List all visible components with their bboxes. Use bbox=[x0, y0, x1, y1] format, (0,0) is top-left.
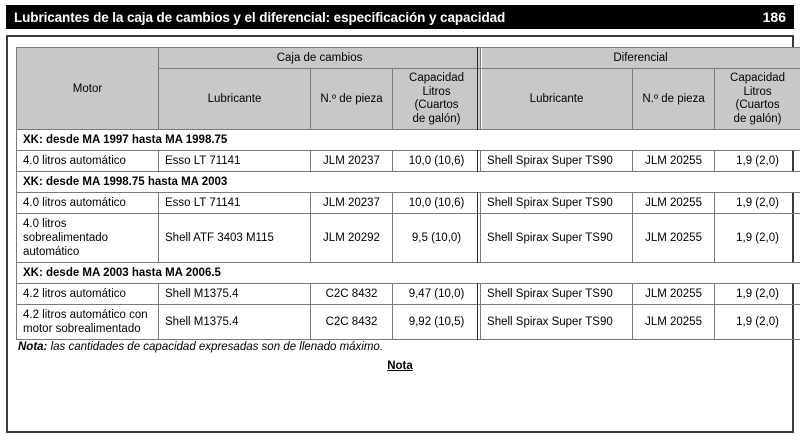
table-group-header-row: XK: desde MA 1998.75 hasta MA 2003 bbox=[15, 171, 800, 194]
table-group-header-row: XK: desde MA 1997 hasta MA 1998.75 bbox=[15, 129, 800, 152]
capacidad-line-2: Litros bbox=[743, 85, 772, 98]
note-centered: Nota bbox=[8, 360, 792, 372]
header-differential-lubricante: Lubricante bbox=[477, 68, 634, 132]
capacidad-line-2: Litros bbox=[422, 85, 451, 98]
header-gearbox-lubricante: Lubricante bbox=[158, 68, 311, 131]
group-label: XK: desde MA 1998.75 hasta MA 2003 bbox=[15, 171, 800, 194]
header-motor: Motor bbox=[16, 46, 159, 131]
cell-gearbox-pieza: JLM 20237 bbox=[310, 192, 393, 215]
cell-differential-lubricante: Shell Spirax Super TS90 bbox=[477, 213, 634, 264]
cell-differential-lubricante: Shell Spirax Super TS90 bbox=[477, 192, 634, 215]
table-body: XK: desde MA 1997 hasta MA 1998.75 4.0 li… bbox=[15, 129, 800, 341]
table-group-header-row: XK: desde MA 2003 hasta MA 2006.5 bbox=[15, 262, 800, 285]
cell-differential-pieza: JLM 20255 bbox=[632, 150, 716, 173]
spec-table-container: Motor Caja de cambios Diferencial Lubric… bbox=[15, 46, 800, 341]
header-gearbox-pieza: N.º de pieza bbox=[310, 68, 393, 131]
group-label: XK: desde MA 1997 hasta MA 1998.75 bbox=[15, 129, 800, 152]
page-title: Lubricantes de la caja de cambios y el d… bbox=[14, 9, 506, 25]
cell-gearbox-capacidad: 9,92 (10,5) bbox=[391, 304, 482, 341]
cell-gearbox-pieza: JLM 20292 bbox=[310, 213, 393, 264]
page-title-bar: Lubricantes de la caja de cambios y el d… bbox=[6, 5, 794, 29]
note-inline-label: Nota: bbox=[18, 341, 48, 353]
page-frame: Motor Caja de cambios Diferencial Lubric… bbox=[6, 35, 800, 433]
header-differential-capacidad: Capacidad Litros (Cuartos de galón) bbox=[714, 68, 800, 131]
capacidad-line-3: (Cuartos bbox=[414, 99, 459, 112]
cell-gearbox-capacidad: 10,0 (10,6) bbox=[391, 192, 482, 215]
capacidad-line-4: de galón) bbox=[412, 112, 461, 125]
cell-differential-lubricante: Shell Spirax Super TS90 bbox=[477, 150, 634, 173]
note-centered-text: Nota bbox=[387, 360, 413, 372]
note-inline-text: las cantidades de capacidad expresadas s… bbox=[47, 341, 384, 353]
cell-gearbox-lubricante: Esso LT 71141 bbox=[158, 192, 311, 215]
cell-gearbox-lubricante: Shell M1375.4 bbox=[158, 283, 311, 306]
cell-gearbox-pieza: C2C 8432 bbox=[310, 304, 393, 341]
table-row: 4.2 litros automático con motor sobreali… bbox=[16, 304, 800, 341]
header-group-differential: Diferencial bbox=[477, 46, 800, 70]
cell-differential-lubricante: Shell Spirax Super TS90 bbox=[477, 283, 634, 306]
cell-gearbox-pieza: JLM 20237 bbox=[310, 150, 393, 173]
capacidad-line-3: (Cuartos bbox=[735, 99, 780, 112]
lubricant-spec-table: Motor Caja de cambios Diferencial Lubric… bbox=[15, 46, 800, 341]
capacidad-line-4: de galón) bbox=[733, 112, 782, 125]
cell-motor: 4.0 litros automático bbox=[16, 150, 159, 173]
table-row: 4.0 litros sobrealimentado automático She… bbox=[16, 213, 800, 264]
cell-gearbox-capacidad: 9,47 (10,0) bbox=[391, 283, 482, 306]
cell-gearbox-capacidad: 9,5 (10,0) bbox=[391, 213, 482, 264]
capacidad-line-1: Capacidad bbox=[730, 72, 786, 85]
table-row: 4.0 litros automático Esso LT 71141 JLM 20… bbox=[16, 192, 800, 215]
cell-gearbox-lubricante: Shell M1375.4 bbox=[158, 304, 311, 341]
table-row: 4.2 litros automático Shell M1375.4 C2C 84… bbox=[16, 283, 800, 306]
cell-gearbox-capacidad: 10,0 (10,6) bbox=[391, 150, 482, 173]
cell-gearbox-lubricante: Shell ATF 3403 M115 bbox=[158, 213, 311, 264]
cell-differential-pieza: JLM 20255 bbox=[632, 192, 716, 215]
note-inline: Nota: las cantidades de capacidad expres… bbox=[18, 341, 383, 353]
header-gearbox-capacidad: Capacidad Litros (Cuartos de galón) bbox=[391, 68, 482, 131]
cell-motor: 4.2 litros automático bbox=[16, 283, 159, 306]
capacidad-line-1: Capacidad bbox=[409, 72, 464, 85]
cell-differential-capacidad: 1,9 (2,0) bbox=[714, 192, 800, 215]
cell-differential-capacidad: 1,9 (2,0) bbox=[714, 213, 800, 264]
cell-differential-capacidad: 1,9 (2,0) bbox=[714, 304, 800, 341]
cell-gearbox-lubricante: Esso LT 71141 bbox=[158, 150, 311, 173]
cell-gearbox-pieza: C2C 8432 bbox=[310, 283, 393, 306]
table-header-row-sub: Lubricante N.º de pieza Capacidad Litros… bbox=[17, 68, 800, 132]
header-group-gearbox: Caja de cambios bbox=[157, 46, 482, 70]
cell-differential-lubricante: Shell Spirax Super TS90 bbox=[477, 304, 634, 341]
group-label: XK: desde MA 2003 hasta MA 2006.5 bbox=[15, 262, 800, 285]
header-differential-pieza: N.º de pieza bbox=[632, 68, 716, 131]
page-number: 186 bbox=[762, 9, 786, 25]
cell-motor: 4.0 litros sobrealimentado automático bbox=[16, 213, 159, 264]
cell-motor: 4.0 litros automático bbox=[16, 192, 159, 215]
cell-differential-capacidad: 1,9 (2,0) bbox=[714, 283, 800, 306]
table-header-row-top: Motor Caja de cambios Diferencial bbox=[16, 46, 800, 131]
table-row: 4.0 litros automático Esso LT 71141 JLM 20… bbox=[16, 150, 800, 173]
table-head: Motor Caja de cambios Diferencial Lubric… bbox=[16, 46, 800, 132]
cell-differential-pieza: JLM 20255 bbox=[632, 213, 716, 264]
cell-motor: 4.2 litros automático con motor sobreali… bbox=[16, 304, 159, 341]
cell-differential-capacidad: 1,9 (2,0) bbox=[714, 150, 800, 173]
cell-differential-pieza: JLM 20255 bbox=[632, 304, 716, 341]
cell-differential-pieza: JLM 20255 bbox=[632, 283, 716, 306]
